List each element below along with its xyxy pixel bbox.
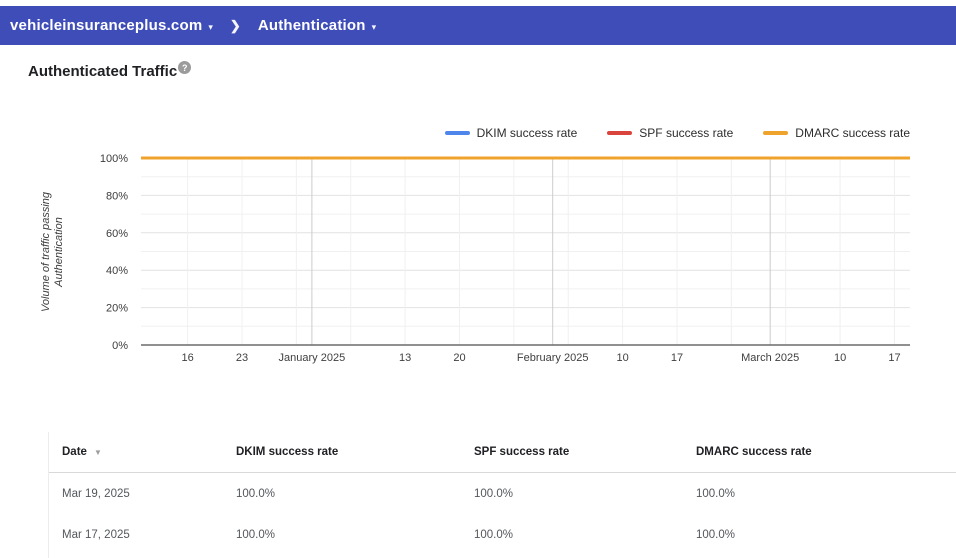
x-axis-tick-label: 20: [453, 352, 465, 364]
table-body: Mar 19, 2025 100.0% 100.0% 100.0% Mar 17, 20…: [49, 473, 956, 555]
app-header: vehicleinsuranceplus.com ▾ ❯ Authenticat…: [0, 6, 956, 45]
y-axis-tick-label: 20%: [106, 303, 128, 315]
table-row: Mar 19, 2025 100.0% 100.0% 100.0%: [49, 473, 956, 514]
y-axis-title: Volume of traffic passing: [40, 191, 52, 312]
rate-cell: 100.0%: [696, 528, 736, 541]
domain-selector[interactable]: vehicleinsuranceplus.com ▾: [10, 17, 213, 34]
legend-item-dkim: DKIM success rate: [444, 126, 578, 140]
auth-rates-table: Date ▼ DKIM success rate SPF success rate DM…: [48, 432, 956, 558]
x-axis-tick-label: March 2025: [741, 352, 799, 364]
x-axis-tick-label: 10: [834, 352, 846, 364]
x-axis-tick-label: 13: [399, 352, 411, 364]
y-axis-tick-label: 100%: [100, 153, 128, 165]
legend-swatch: [763, 131, 789, 135]
legend-item-dmarc: DMARC success rate: [763, 126, 910, 140]
x-axis-tick-label: 23: [236, 352, 248, 364]
legend-swatch: [607, 131, 633, 135]
y-axis-tick-label: 0%: [112, 340, 128, 352]
rate-cell: 100.0%: [236, 487, 276, 500]
column-header-spf-success-rate[interactable]: SPF success rate: [474, 446, 696, 458]
domain-selector-label: vehicleinsuranceplus.com: [10, 17, 203, 34]
legend-swatch: [444, 131, 470, 135]
x-axis-tick-label: January 2025: [279, 352, 346, 364]
y-axis-tick-label: 40%: [106, 265, 128, 277]
x-axis-tick-label: 16: [181, 352, 193, 364]
help-icon[interactable]: ?: [178, 61, 192, 74]
legend-label: SPF success rate: [639, 126, 734, 140]
chevron-down-icon: ▾: [371, 22, 377, 32]
column-header-label: Date: [62, 446, 87, 458]
page-title: Authenticated Traffic: [28, 63, 178, 80]
x-axis-tick-label: 10: [616, 352, 628, 364]
section-selector[interactable]: Authentication ▾: [258, 17, 376, 34]
page-title-row: Authenticated Traffic ?: [28, 61, 192, 81]
rate-cell: 100.0%: [236, 528, 276, 541]
section-selector-label: Authentication: [257, 17, 366, 34]
table-header-row: Date ▼ DKIM success rate SPF success rate DM…: [49, 432, 956, 473]
rate-cell: 100.0%: [696, 487, 736, 500]
chart-legend: DKIM success rate SPF success rate DMARC s…: [444, 126, 910, 140]
date-cell: Mar 19, 2025: [62, 487, 130, 500]
table-row: Mar 17, 2025 100.0% 100.0% 100.0%: [49, 514, 956, 555]
column-header-label: SPF success rate: [474, 446, 570, 458]
column-header-label: DKIM success rate: [236, 446, 339, 458]
column-header-dkim-success-rate[interactable]: DKIM success rate: [236, 446, 474, 458]
date-cell: Mar 17, 2025: [62, 528, 130, 541]
column-header-date[interactable]: Date ▼: [62, 446, 236, 458]
x-axis-tick-label: February 2025: [517, 352, 589, 364]
rate-cell: 100.0%: [474, 528, 514, 541]
column-header-dmarc-success-rate[interactable]: DMARC success rate: [696, 446, 956, 458]
y-axis-tick-label: 60%: [106, 228, 128, 240]
legend-label: DKIM success rate: [476, 126, 578, 140]
column-header-label: DMARC success rate: [696, 446, 812, 458]
x-axis-tick-label: 17: [888, 352, 900, 364]
y-axis-title: Authentication: [53, 217, 65, 288]
y-axis-tick-label: 80%: [106, 190, 128, 202]
legend-item-spf: SPF success rate: [607, 126, 733, 140]
rate-cell: 100.0%: [474, 487, 514, 500]
x-axis-tick-label: 17: [671, 352, 683, 364]
breadcrumb-chevron-icon: ❯: [229, 17, 241, 33]
authenticated-traffic-chart: 0% 20% 40% 60% 80% 100% 16 23 January 2025 13 20 Fe…: [40, 153, 910, 364]
sort-descending-icon: ▼: [93, 447, 102, 457]
legend-label: DMARC success rate: [795, 126, 910, 140]
chevron-down-icon: ▾: [208, 22, 213, 32]
